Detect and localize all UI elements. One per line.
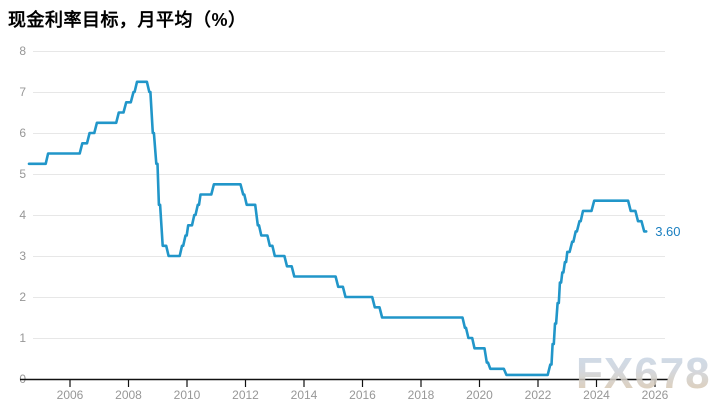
- y-tick-label: 5: [19, 167, 26, 181]
- rate-line: [27, 80, 648, 377]
- x-tick-label: 2014: [291, 388, 318, 402]
- x-tick-label: 2016: [349, 388, 376, 402]
- x-tick-label: 2012: [232, 388, 259, 402]
- x-tick-label: 2018: [408, 388, 435, 402]
- y-tick-label: 3: [19, 249, 26, 263]
- y-tick-label: 8: [19, 44, 26, 58]
- x-tick-label: 2010: [174, 388, 201, 402]
- x-tick-label: 2026: [642, 388, 669, 402]
- y-tick-label: 7: [19, 85, 26, 99]
- x-tick-label: 2008: [115, 388, 142, 402]
- y-tick-label: 1: [19, 331, 26, 345]
- x-tick-label: 2024: [583, 388, 610, 402]
- chart-title: 现金利率目标，月平均（%）: [8, 10, 247, 30]
- x-tick-label: 2022: [525, 388, 552, 402]
- watermark-logo: FX678: [576, 349, 709, 398]
- x-tick-label: 2006: [57, 388, 84, 402]
- x-tick-label: 2020: [466, 388, 493, 402]
- end-value-label: 3.60: [655, 224, 680, 239]
- y-tick-label: 2: [19, 290, 26, 304]
- y-tick-label: 4: [19, 208, 26, 222]
- y-tick-label: 6: [19, 126, 26, 140]
